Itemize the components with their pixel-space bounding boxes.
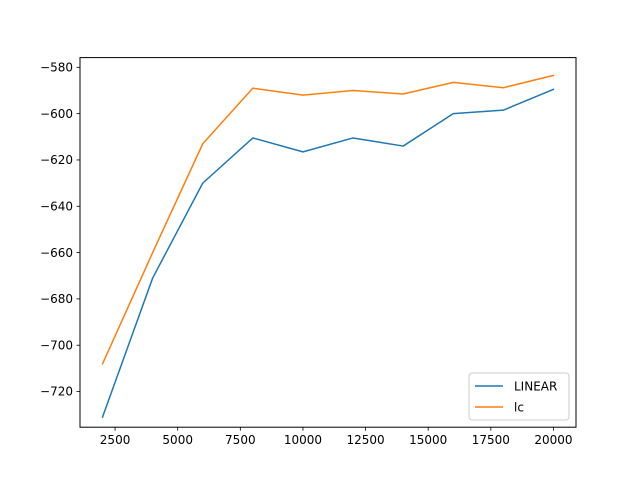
series-line-linear — [101, 88, 555, 418]
x-tick-label: 12500 — [346, 433, 384, 447]
y-tick-label: −660 — [40, 246, 73, 260]
y-tick-label: −580 — [40, 61, 73, 75]
x-axis: 2500 5000 7500 10000 12500 15000 17500 20000 — [100, 427, 573, 447]
legend-box — [468, 372, 570, 421]
y-tick-label: −640 — [40, 199, 73, 213]
x-tick-label: 17500 — [472, 433, 510, 447]
series-layer — [101, 74, 555, 418]
y-tick-label: −620 — [40, 153, 73, 167]
legend-label-linear: LINEAR — [514, 380, 557, 394]
plot-area-frame — [79, 57, 577, 428]
legend-label-lc: lc — [514, 401, 524, 415]
x-tick-label: 5000 — [162, 433, 193, 447]
y-tick-label: −600 — [40, 107, 73, 121]
y-tick-label: −720 — [40, 385, 73, 399]
x-tick-label: 20000 — [534, 433, 572, 447]
x-tick-label: 2500 — [100, 433, 131, 447]
x-tick-label: 15000 — [409, 433, 447, 447]
y-tick-label: −700 — [40, 338, 73, 352]
x-tick-label: 10000 — [284, 433, 322, 447]
x-tick-label: 7500 — [225, 433, 256, 447]
y-axis: −580 −600 −620 −640 −660 −680 −700 −720 — [40, 61, 80, 399]
series-line-lc — [101, 74, 555, 365]
legend: LINEAR lc — [468, 372, 570, 421]
y-tick-label: −680 — [40, 292, 73, 306]
